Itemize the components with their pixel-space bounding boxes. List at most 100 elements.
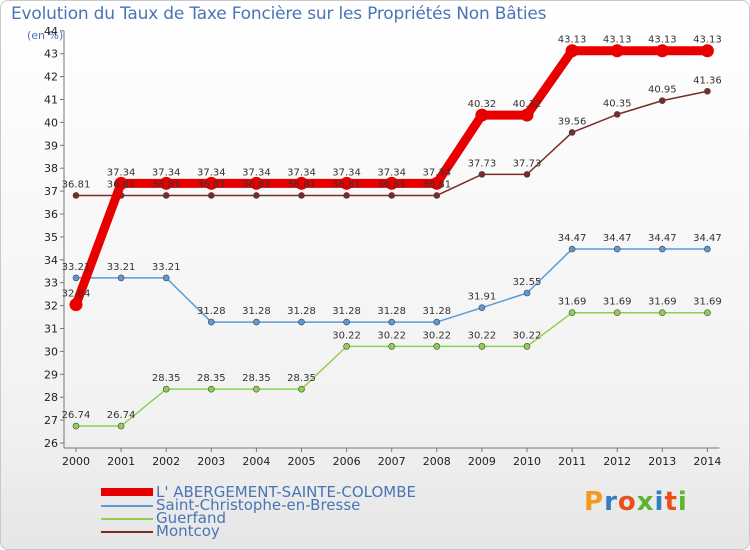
data-point — [204, 176, 218, 190]
chart-unit-label: (en %) — [27, 29, 64, 42]
data-point — [430, 176, 444, 190]
data-point — [117, 274, 125, 282]
y-tick-label: 37 — [44, 185, 58, 198]
data-label: 36.81 — [332, 179, 361, 190]
y-tick-label: 28 — [44, 391, 58, 404]
data-point — [114, 176, 128, 190]
data-point — [253, 385, 260, 393]
data-point — [433, 318, 441, 326]
data-label: 26.74 — [107, 410, 136, 421]
data-point — [478, 171, 486, 178]
data-label: 43.13 — [693, 35, 722, 46]
data-label: 36.81 — [152, 179, 181, 190]
data-point — [433, 192, 441, 199]
data-point — [117, 422, 125, 430]
data-point — [343, 192, 350, 199]
data-label: 37.34 — [197, 167, 226, 178]
y-tick-label: 36 — [44, 208, 58, 221]
data-label: 36.81 — [242, 179, 271, 190]
data-label: 33.21 — [107, 262, 136, 273]
data-point — [253, 318, 260, 326]
data-point — [568, 245, 576, 253]
data-label: 41.36 — [693, 75, 722, 86]
x-tick-label: 2004 — [242, 455, 270, 468]
data-point — [208, 192, 215, 199]
data-label: 34.47 — [648, 233, 677, 244]
x-tick-label: 2014 — [693, 455, 721, 468]
data-point — [523, 289, 531, 297]
data-label: 36.81 — [197, 179, 226, 190]
data-label: 43.13 — [648, 35, 677, 46]
data-point — [72, 422, 80, 430]
data-point — [298, 192, 305, 199]
data-point — [700, 44, 714, 58]
x-tick-label: 2003 — [197, 455, 225, 468]
data-point — [433, 343, 441, 350]
x-tick-label: 2012 — [603, 455, 631, 468]
data-point — [72, 274, 80, 282]
y-tick-label: 39 — [44, 139, 58, 152]
data-label: 40.35 — [603, 98, 632, 109]
data-label: 31.28 — [197, 306, 226, 317]
legend-swatch-guerfand — [101, 518, 153, 520]
data-point — [69, 298, 83, 312]
y-tick-label: 43 — [44, 48, 58, 61]
data-label: 36.81 — [62, 179, 91, 190]
y-tick-label: 38 — [44, 162, 58, 175]
data-label: 30.22 — [377, 330, 406, 341]
data-label: 43.13 — [603, 35, 632, 46]
x-tick-label: 2009 — [468, 455, 496, 468]
data-point — [475, 108, 489, 122]
data-point — [613, 111, 621, 118]
data-label: 31.28 — [332, 306, 361, 317]
data-point — [385, 176, 399, 190]
data-label: 40.32 — [468, 99, 497, 110]
data-point — [704, 309, 711, 316]
data-point — [613, 309, 621, 316]
data-label: 34.47 — [603, 233, 632, 244]
x-tick-label: 2007 — [378, 455, 406, 468]
data-point — [520, 108, 534, 122]
data-point — [655, 44, 669, 58]
data-point — [523, 171, 531, 178]
data-point — [704, 87, 711, 95]
data-label: 37.34 — [377, 167, 406, 178]
data-point — [565, 44, 579, 58]
data-label: 31.69 — [603, 297, 632, 308]
data-point — [478, 343, 486, 350]
data-label: 31.28 — [377, 306, 406, 317]
data-label: 32.55 — [513, 277, 542, 288]
x-tick-label: 2008 — [423, 455, 451, 468]
data-label: 31.28 — [242, 306, 271, 317]
data-label: 31.28 — [287, 306, 316, 317]
data-label: 31.69 — [648, 297, 677, 308]
legend-swatch-abergement — [101, 488, 153, 496]
data-label: 37.34 — [242, 167, 271, 178]
data-label: 26.74 — [62, 410, 91, 421]
y-tick-label: 27 — [44, 414, 58, 427]
data-label: 34.47 — [558, 233, 587, 244]
data-point — [388, 192, 396, 199]
data-point — [523, 343, 531, 350]
y-tick-label: 29 — [44, 368, 58, 381]
legend-label-guerfand: Guerfand — [156, 509, 227, 527]
y-tick-label: 26 — [44, 437, 58, 450]
x-tick-label: 2005 — [288, 455, 316, 468]
y-tick-label: 35 — [44, 231, 58, 244]
data-point — [162, 385, 170, 393]
data-label: 37.34 — [332, 167, 361, 178]
y-tick-label: 44 — [44, 25, 58, 38]
data-point — [253, 192, 260, 199]
data-point — [298, 318, 305, 326]
data-label: 36.81 — [422, 179, 451, 190]
legend-label-montcoy: Montcoy — [156, 522, 220, 540]
legend-swatch-saint-christophe — [101, 505, 153, 507]
data-label: 43.13 — [558, 35, 587, 46]
data-point — [478, 304, 486, 311]
data-point — [208, 318, 215, 326]
data-label: 30.22 — [332, 330, 361, 341]
data-label: 30.22 — [422, 330, 451, 341]
data-label: 37.34 — [107, 167, 136, 178]
